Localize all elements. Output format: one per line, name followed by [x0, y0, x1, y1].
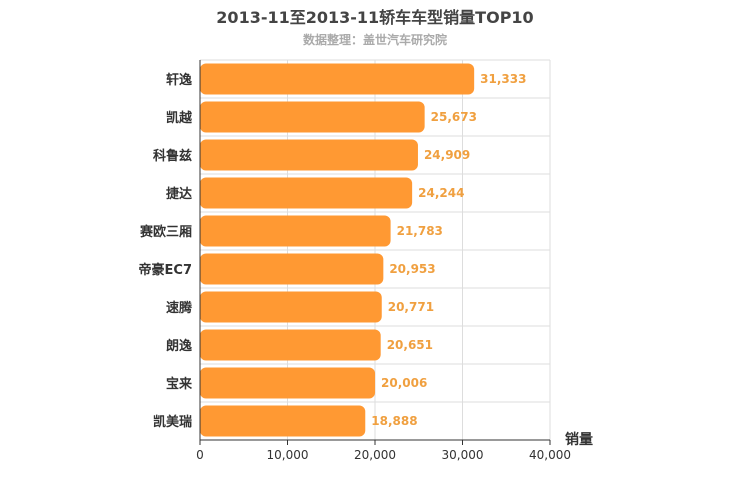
category-label: 轩逸: [166, 72, 192, 88]
category-label: 速腾: [166, 300, 193, 316]
x-tick-label: 10,000: [267, 448, 309, 462]
bar: [200, 215, 391, 247]
value-label: 20,953: [389, 262, 435, 276]
bar: [200, 101, 425, 133]
x-tick-label: 0: [196, 448, 204, 462]
value-label: 24,244: [418, 186, 464, 200]
category-label: 捷达: [166, 186, 192, 202]
x-tick-label: 30,000: [442, 448, 484, 462]
category-label: 凯美瑞: [153, 414, 192, 430]
chart-subtitle: 数据整理：盖世汽车研究院: [302, 33, 447, 47]
bar: [200, 329, 381, 361]
category-label: 朗逸: [166, 338, 192, 354]
x-tick-label: 20,000: [354, 448, 396, 462]
value-label: 21,783: [397, 224, 443, 238]
bar: [200, 63, 475, 95]
value-label: 25,673: [431, 110, 477, 124]
category-label: 宝来: [166, 376, 193, 392]
chart-title: 2013-11至2013-11轿车车型销量TOP10: [216, 8, 534, 27]
bar: [200, 139, 418, 171]
bar: [200, 291, 382, 323]
bar: [200, 253, 384, 285]
bar: [200, 405, 366, 437]
value-label: 20,651: [387, 338, 433, 352]
x-axis-title: 销量: [565, 431, 593, 448]
value-label: 24,909: [424, 148, 470, 162]
category-label: 帝豪EC7: [139, 262, 192, 278]
category-label: 科鲁兹: [153, 148, 192, 164]
value-label: 31,333: [480, 72, 526, 86]
value-label: 20,006: [381, 376, 427, 390]
category-label: 凯越: [166, 110, 193, 126]
value-label: 18,888: [371, 414, 417, 428]
category-label: 赛欧三厢: [139, 224, 192, 240]
bar: [200, 177, 413, 209]
value-label: 20,771: [388, 300, 434, 314]
x-tick-label: 40,000: [529, 448, 571, 462]
bars: 31,333 25,673 24,909 24,244 21,783 20,953 20,7…: [200, 63, 526, 437]
bar: [200, 367, 376, 399]
